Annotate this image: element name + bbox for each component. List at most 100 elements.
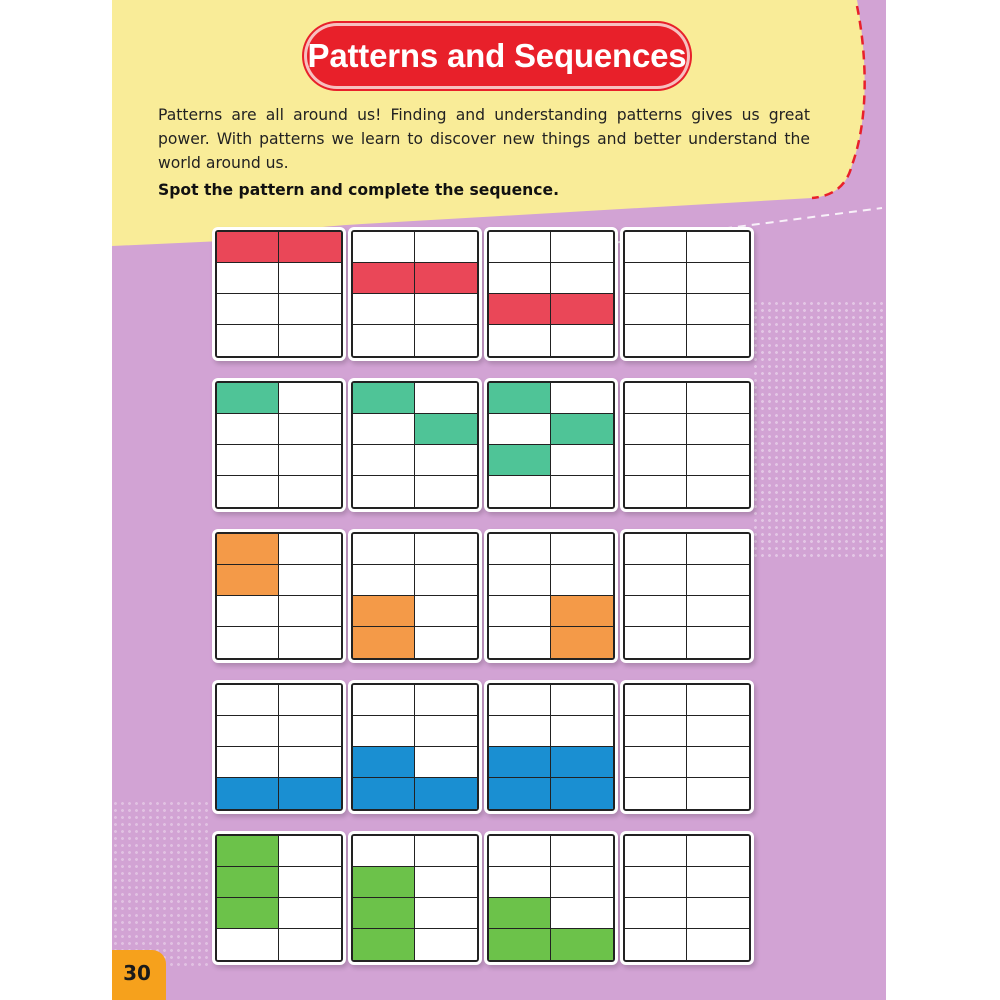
grid-cell[interactable] [625,685,687,716]
grid-cell [217,929,279,960]
grid-cell[interactable] [687,263,749,294]
puzzle-row-orange [215,532,755,664]
grid-cell[interactable] [687,534,749,565]
grid-cell[interactable] [687,383,749,414]
grid-cell [415,836,477,867]
grid-cell[interactable] [687,747,749,778]
grid-cell [279,898,341,929]
page-title: Patterns and Sequences [307,37,687,74]
grid-cell[interactable] [625,747,687,778]
grid-cell[interactable] [625,445,687,476]
grid-cell [353,534,415,565]
grid-cell [415,898,477,929]
grid-cell-filled [279,232,341,263]
grid-cell-filled [353,627,415,658]
grid-cell[interactable] [687,929,749,960]
grid-cell [551,263,613,294]
grid-cell-filled [353,929,415,960]
grid-cell[interactable] [625,534,687,565]
grid-cell[interactable] [687,685,749,716]
grid-cell[interactable] [625,294,687,325]
pattern-grid [487,683,615,811]
grid-cell[interactable] [687,898,749,929]
answer-grid[interactable] [623,230,751,358]
grid-cell-filled [489,445,551,476]
grid-cell [489,325,551,356]
grid-cell-filled [353,383,415,414]
grid-cell[interactable] [625,325,687,356]
grid-cell[interactable] [687,778,749,809]
grid-cell [415,716,477,747]
instruction-text: Spot the pattern and complete the sequen… [158,181,560,199]
grid-cell [217,627,279,658]
grid-cell[interactable] [625,383,687,414]
grid-cell [415,325,477,356]
puzzle-row-blue [215,683,755,815]
grid-cell [279,929,341,960]
grid-cell [551,716,613,747]
grid-cell [551,476,613,507]
grid-cell[interactable] [625,232,687,263]
grid-cell [489,476,551,507]
pattern-grid [351,381,479,509]
answer-grid[interactable] [623,834,751,962]
grid-cell [279,325,341,356]
pattern-grid [215,683,343,811]
grid-cell [415,929,477,960]
puzzle-grid [215,230,755,965]
grid-cell[interactable] [625,929,687,960]
grid-cell [353,716,415,747]
grid-cell [551,232,613,263]
grid-cell [279,565,341,596]
grid-cell[interactable] [687,836,749,867]
grid-cell[interactable] [625,627,687,658]
grid-cell[interactable] [625,898,687,929]
grid-cell-filled [415,263,477,294]
grid-cell[interactable] [687,232,749,263]
grid-cell[interactable] [687,565,749,596]
grid-cell-filled [353,778,415,809]
grid-cell[interactable] [687,325,749,356]
grid-cell[interactable] [625,263,687,294]
grid-cell[interactable] [687,445,749,476]
grid-cell[interactable] [625,565,687,596]
grid-cell [551,836,613,867]
grid-cell[interactable] [625,596,687,627]
answer-grid[interactable] [623,532,751,660]
grid-cell [217,325,279,356]
answer-grid[interactable] [623,381,751,509]
grid-cell-filled [217,565,279,596]
grid-cell-filled [353,747,415,778]
grid-cell[interactable] [687,867,749,898]
grid-cell [353,685,415,716]
grid-cell[interactable] [625,778,687,809]
grid-cell-filled [279,778,341,809]
grid-cell [415,596,477,627]
grid-cell [551,898,613,929]
answer-grid[interactable] [623,683,751,811]
grid-cell[interactable] [625,476,687,507]
title-banner: Patterns and Sequences [307,26,687,86]
grid-cell-filled [489,747,551,778]
grid-cell[interactable] [687,414,749,445]
grid-cell[interactable] [687,596,749,627]
halftone-dots-right [752,300,886,560]
pattern-grid [487,381,615,509]
grid-cell [279,414,341,445]
pattern-grid [215,381,343,509]
grid-cell[interactable] [625,867,687,898]
grid-cell[interactable] [625,836,687,867]
grid-cell[interactable] [687,627,749,658]
grid-cell [217,263,279,294]
grid-cell[interactable] [625,414,687,445]
grid-cell[interactable] [625,716,687,747]
pattern-grid [215,532,343,660]
grid-cell[interactable] [687,294,749,325]
grid-cell[interactable] [687,476,749,507]
grid-cell [489,232,551,263]
grid-cell [415,534,477,565]
grid-cell [279,476,341,507]
grid-cell [279,716,341,747]
grid-cell [279,534,341,565]
grid-cell[interactable] [687,716,749,747]
